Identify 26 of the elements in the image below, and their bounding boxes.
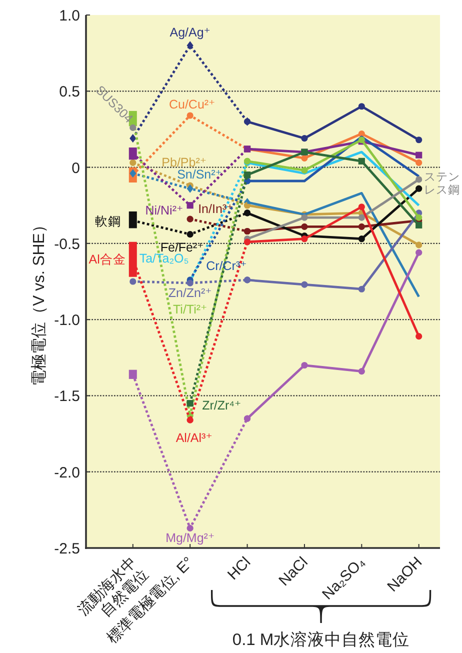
y-axis-title: 電極電位（V vs. SHE） — [30, 217, 48, 386]
y-tick-label: 0 — [72, 160, 80, 177]
series-label: Pb/Pb²⁺ — [162, 156, 206, 170]
series-label: Fe/Fe²⁺ — [160, 240, 204, 254]
series-label: Mg/Mg²⁺ — [166, 531, 215, 546]
series-label: Ni/Ni²⁺ — [145, 203, 184, 218]
y-tick-label: -1.0 — [54, 312, 80, 330]
y-tick-label: 1.0 — [59, 8, 80, 24]
x-tick-label: HCl — [224, 554, 254, 584]
annotation: Al合金 — [88, 252, 126, 267]
series-label: Ta/Ta₂O₅ — [139, 252, 189, 266]
series-label: Zn/Zn²⁺ — [168, 286, 212, 300]
y-tick-label: -2.0 — [54, 464, 80, 482]
series-label: Ti/Ti²⁺ — [173, 302, 208, 317]
text: 0.1 M水溶液中自然電位 — [232, 630, 410, 649]
series-label: ステンレス鋼 — [424, 171, 460, 197]
annotation: 軟鋼 — [94, 214, 121, 229]
y-tick-label: -1.5 — [54, 388, 80, 406]
y-tick-label: 0.5 — [59, 84, 80, 101]
series-label: Zr/Zr⁴⁺ — [202, 398, 242, 412]
series-label: Sn/Sn²⁺ — [177, 168, 222, 182]
series-label: Al/Al³⁺ — [176, 431, 212, 446]
y-tick-label: -2.5 — [54, 540, 80, 558]
series-label: Ag/Ag⁺ — [170, 25, 210, 40]
series-label: Cu/Cu²⁺ — [168, 98, 216, 112]
y-tick-label: -0.5 — [54, 236, 80, 253]
